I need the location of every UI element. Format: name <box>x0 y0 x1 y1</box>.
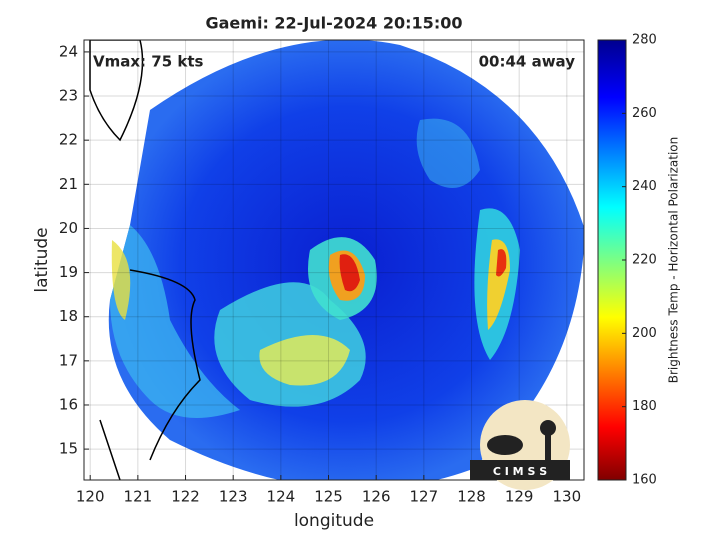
plot-frame <box>83 39 585 481</box>
colorbar-tick-label: 240 <box>632 179 657 194</box>
colorbar-tick-label: 200 <box>632 326 657 341</box>
x-tick-label: 122 <box>171 488 200 506</box>
annotation: 00:44 away <box>479 53 576 71</box>
y-axis-label: latitude <box>32 227 52 292</box>
y-tick-label: 18 <box>59 307 78 325</box>
y-tick-label: 21 <box>59 175 78 193</box>
satellite-swath <box>89 40 584 480</box>
colorbar-tick-label: 220 <box>632 253 657 268</box>
x-tick-label: 124 <box>267 488 296 506</box>
x-tick-label: 121 <box>124 488 153 506</box>
chart-title: Gaemi: 22-Jul-2024 20:15:00 <box>206 14 463 33</box>
x-tick-label: 130 <box>553 488 582 506</box>
y-tick-label: 24 <box>59 42 78 60</box>
x-tick-label: 123 <box>219 488 248 506</box>
x-tick-label: 129 <box>505 488 534 506</box>
colorbar-label: Brightness Temp - Horizontal Polarizatio… <box>667 137 681 384</box>
colorbar <box>597 39 627 481</box>
x-tick-label: 125 <box>314 488 343 506</box>
x-tick-label: 128 <box>457 488 486 506</box>
colorbar-tick-label: 180 <box>632 399 657 414</box>
y-tick-label: 19 <box>59 263 78 281</box>
x-axis-label: longitude <box>294 511 374 531</box>
x-tick-label: 127 <box>410 488 439 506</box>
y-tick-label: 17 <box>59 351 78 369</box>
colorbar-tick-label: 260 <box>632 106 657 121</box>
colorbar-tick-label: 160 <box>632 473 657 488</box>
logo-text: C I M S S <box>493 465 547 478</box>
y-tick-label: 22 <box>59 131 78 149</box>
axes <box>84 40 584 480</box>
cimss-logo: C I M S S <box>470 400 570 490</box>
y-tick-label: 15 <box>59 440 78 458</box>
y-tick-label: 20 <box>59 219 78 237</box>
colorbar-tick-label: 280 <box>632 33 657 48</box>
y-tick-label: 16 <box>59 395 78 413</box>
y-tick-label: 23 <box>59 87 78 105</box>
x-tick-label: 120 <box>76 488 105 506</box>
x-tick-label: 126 <box>362 488 391 506</box>
annotation: Vmax: 75 kts <box>93 53 203 71</box>
